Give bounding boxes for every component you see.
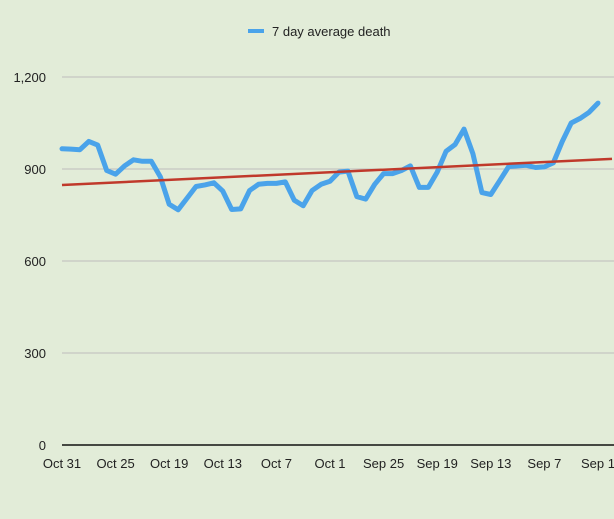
y-axis-tick-labels: 0 300 600 900 1,200 [13, 70, 46, 453]
x-tick-label: Sep 1 [581, 456, 614, 471]
series-line-7-day-average-death [59, 100, 601, 213]
x-tick-label: Sep 25 [363, 456, 404, 471]
legend: 7 day average death [248, 24, 391, 39]
y-tick-label: 900 [24, 162, 46, 177]
x-tick-label: Oct 31 [43, 456, 81, 471]
x-tick-label: Oct 1 [314, 456, 345, 471]
y-tick-label: 0 [39, 438, 46, 453]
x-tick-label: Sep 13 [470, 456, 511, 471]
legend-label: 7 day average death [272, 24, 391, 39]
y-tick-label: 300 [24, 346, 46, 361]
x-tick-label: Oct 25 [96, 456, 134, 471]
x-tick-label: Oct 7 [261, 456, 292, 471]
x-tick-label: Sep 19 [417, 456, 458, 471]
series-layer [59, 100, 613, 213]
x-tick-label: Oct 19 [150, 456, 188, 471]
y-tick-label: 1,200 [13, 70, 46, 85]
trend-line [61, 157, 613, 187]
y-tick-label: 600 [24, 254, 46, 269]
x-tick-label: Oct 13 [204, 456, 242, 471]
grid-lines [62, 76, 614, 354]
x-axis-tick-labels: Oct 31 Oct 25 Oct 19 Oct 13 Oct 7 Oct 1 Sep 25… [43, 456, 614, 471]
x-tick-label: Sep 7 [527, 456, 561, 471]
